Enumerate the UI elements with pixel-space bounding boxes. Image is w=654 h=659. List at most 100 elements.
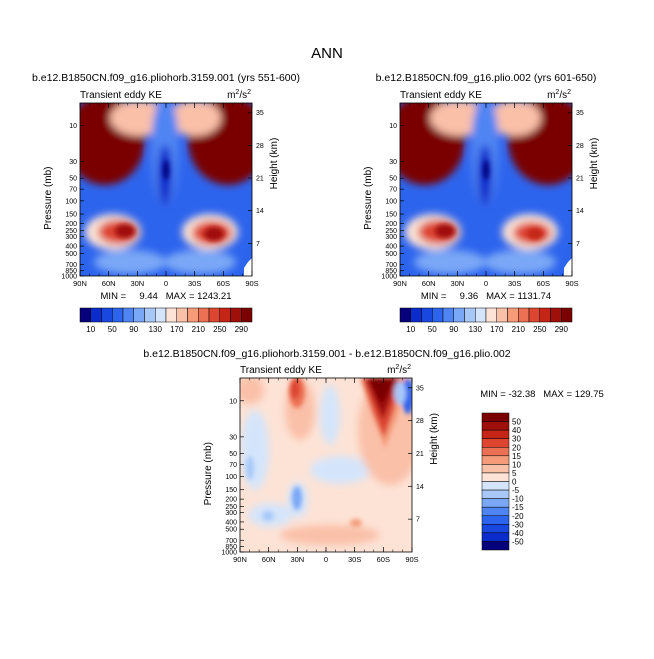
panel-1-variable: Transient eddy KE [80,90,162,101]
y-tick-label: 10 [69,123,77,130]
colorbar-label: 40 [512,426,521,435]
panel-1-case-title: b.e12.B1850CN.f09_g16.pliohorb.3159.001 … [32,72,300,84]
colorbar-swatch [155,307,167,323]
colorbar-label: 50 [428,325,437,334]
colorbar-label: 5 [512,469,517,478]
colorbar-swatch [481,541,510,551]
y-tick-label: 30 [229,434,237,441]
y-tick-label: 1000 [221,550,237,557]
colorbar-label: 50 [512,418,521,427]
colorbar-swatch [241,307,253,323]
colorbar-label: 10 [86,325,95,334]
colorbar-swatch [187,307,199,323]
y-right-tick-label: 21 [416,451,424,458]
y-right-axis-label: Height (km) [429,413,440,465]
panel-2-field [400,103,572,276]
y-tick-label: 50 [69,176,77,183]
y-right-tick-label: 35 [416,385,424,392]
y-right-tick-label: 28 [576,143,584,150]
x-tick-label: 60N [422,279,436,288]
y-tick-label: 1000 [61,274,77,281]
panel-1-colorbar: 10 50 90 130 170 210 250 290 [79,307,253,334]
x-tick-label: 0 [484,279,488,288]
y-tick-label: 850 [385,268,397,275]
y-tick-label: 700 [65,262,77,269]
y-axis-label: Pressure (mb) [363,166,374,229]
colorbar-swatch [165,307,177,323]
colorbar-swatch [230,307,242,323]
y-axis-label: Pressure (mb) [43,166,54,229]
colorbar-label: 250 [533,325,547,334]
colorbar-label: -5 [512,486,520,495]
colorbar-label: 90 [129,325,138,334]
y-right-axis-label: Height (km) [269,138,280,190]
colorbar-label: 10 [406,325,415,334]
colorbar-label: -40 [512,529,524,538]
panel-2-case-title: b.e12.B1850CN.f09_g16.plio.002 (yrs 601-… [376,72,597,84]
colorbar-swatch [442,307,454,323]
panel-3-units: m2/s2 [387,364,411,376]
panel-2-variable: Transient eddy KE [400,90,482,101]
y-tick-label: 850 [65,268,77,275]
y-tick-label: 1000 [381,274,397,281]
y-tick-label: 300 [385,234,397,241]
colorbar-swatch [481,429,510,439]
x-tick-label: 30N [130,279,144,288]
panel-2-minmax: MIN = 9.36 MAX = 1131.74 [421,291,551,302]
colorbar-label: -10 [512,495,524,504]
panel-3-variable: Transient eddy KE [240,365,322,376]
y-tick-label: 400 [225,519,237,526]
x-tick-label: 0 [324,555,328,564]
colorbar-label: 30 [512,435,521,444]
colorbar-swatch [481,481,510,491]
y-tick-label: 70 [69,187,77,194]
colorbar-swatch [481,447,510,457]
colorbar-label: -30 [512,520,524,529]
colorbar-swatch [122,307,134,323]
x-tick-label: 30N [290,555,304,564]
y-right-axis-label: Height (km) [589,138,600,190]
x-tick-label: 90S [405,555,418,564]
colorbar-swatch [421,307,433,323]
colorbar-label: 130 [469,325,483,334]
colorbar-label: 90 [449,325,458,334]
colorbar-swatch [90,307,102,323]
y-right-tick-label: 14 [256,208,264,215]
colorbar-label: 170 [170,325,184,334]
y-tick-label: 500 [65,251,77,258]
colorbar-label: 130 [149,325,163,334]
x-tick-label: 30S [188,279,201,288]
colorbar-swatch [481,464,510,474]
y-tick-label: 700 [385,262,397,269]
y-right-tick-label: 35 [256,110,264,117]
colorbar-swatch [79,307,91,323]
y-tick-label: 700 [225,538,237,545]
y-tick-label: 300 [225,510,237,517]
colorbar-swatch [481,524,510,534]
colorbar-swatch [481,412,510,422]
panel-1-field [80,103,252,276]
colorbar-swatch [133,307,145,323]
y-tick-label: 10 [389,123,397,130]
panel-2-colorbar: 10 50 90 130 170 210 250 290 [399,307,573,334]
colorbar-swatch [101,307,113,323]
colorbar-swatch [481,455,510,465]
y-tick-label: 30 [69,159,77,166]
colorbar-swatch [539,307,551,323]
y-right-tick-label: 7 [416,517,420,524]
colorbar-label: -15 [512,503,524,512]
y-right-tick-label: 28 [416,418,424,425]
x-tick-label: 60S [377,555,390,564]
colorbar-swatch [208,307,220,323]
colorbar-swatch [496,307,508,323]
y-tick-label: 250 [385,228,397,235]
x-tick-label: 30S [348,555,361,564]
colorbar-swatch [481,472,510,482]
y-tick-label: 100 [225,474,237,481]
colorbar-swatch [144,307,156,323]
y-tick-label: 30 [389,159,397,166]
colorbar-swatch [453,307,465,323]
